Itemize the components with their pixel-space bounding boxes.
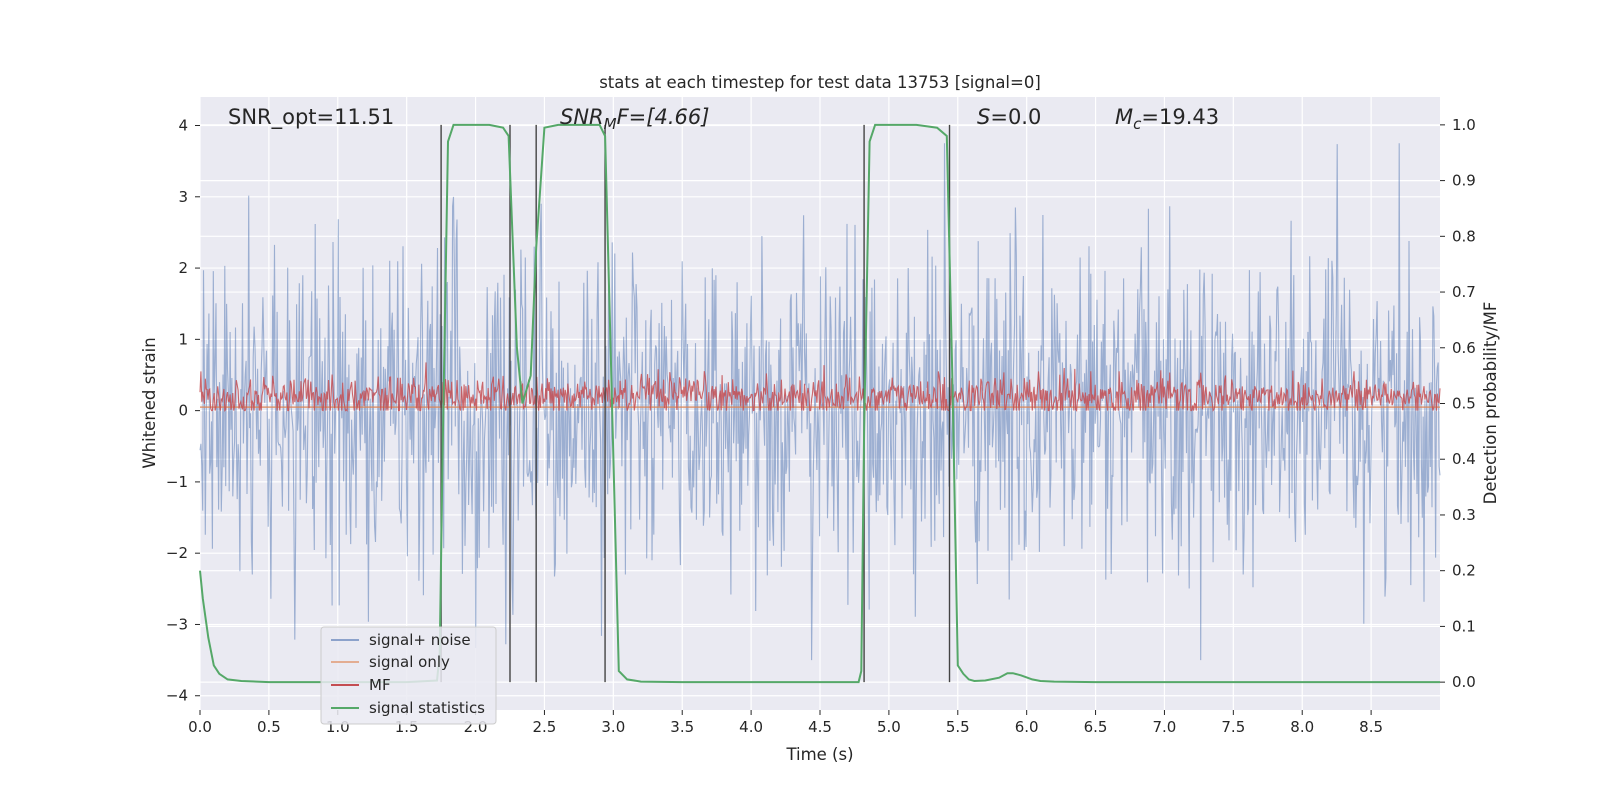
x-tick-label: 8.5 [1359,718,1383,736]
x-tick-label: 8.0 [1290,718,1314,736]
y-tick-label: 4 [178,117,188,135]
x-tick-label: 6.0 [1015,718,1039,736]
x-tick-label: 5.0 [877,718,901,736]
y2-tick-label: 0.9 [1452,172,1476,190]
x-tick-label: 4.5 [808,718,832,736]
annotation-s-suffix: =0.0 [990,105,1041,129]
y2-axis-label: Detection probability/MF [1481,302,1500,505]
x-tick-label: 6.5 [1084,718,1108,736]
y2-tick-label: 0.8 [1452,227,1476,245]
y-tick-label: −4 [166,687,188,705]
annotation-snr-opt: SNR_opt=11.51 [228,105,394,130]
y-tick-label: 1 [178,330,188,348]
y2-tick-label: 0.4 [1452,450,1476,468]
annotation-snr-mf-prefix: SNR [560,105,604,129]
x-axis-label: Time (s) [785,745,853,764]
x-tick-label: 7.0 [1153,718,1177,736]
x-tick-label: 2.5 [533,718,557,736]
y2-tick-label: 0.2 [1452,562,1476,580]
mf-series [199,362,1441,412]
y-tick-label: 0 [178,402,188,420]
y2-tick-label: 0.0 [1452,673,1476,691]
x-tick-label: 7.5 [1221,718,1245,736]
legend-label-mf: MF [369,676,391,694]
y-tick-label: −1 [166,473,188,491]
y-tick-label: 2 [178,259,188,277]
annotation-s-prefix: S [977,105,990,129]
annotation-mc-suffix: =19.43 [1141,105,1219,129]
annotation-snr-mf-sub: M [604,115,617,133]
legend: signal+ noise signal only MF signal stat… [320,626,497,725]
y2-tick-label: 0.1 [1452,617,1476,635]
x-ticks: 0.0 0.5 1.0 1.5 2.0 2.5 3.0 3.5 4.0 4.5 5.0 5.5 6.0 6… [188,710,1383,736]
y2-tick-label: 1.0 [1452,116,1476,134]
annotation-mc-prefix: M [1115,105,1133,129]
annotation-mc-sub: c [1133,115,1142,133]
legend-label-signal-only: signal only [369,653,450,671]
chart-title: stats at each timestep for test data 137… [599,73,1041,92]
y-tick-label: −2 [166,544,188,562]
y-ticks: 4 3 2 1 0 −1 −2 −3 −4 [166,117,200,705]
x-tick-label: 3.5 [670,718,694,736]
annotation-snr-mf-suffix: F=[4.66] [617,105,710,129]
y2-ticks: 1.0 0.9 0.8 0.7 0.6 0.5 0.4 0.3 0.2 0.1 0.0 [1440,116,1476,691]
x-tick-label: 5.5 [946,718,970,736]
y2-tick-label: 0.6 [1452,339,1476,357]
legend-box [320,626,497,725]
x-tick-label: 0.0 [188,718,212,736]
legend-label-signal-statistics: signal statistics [369,699,485,717]
annotation-s: S=0.0 [977,105,1041,129]
annotation-snr-mf: SNRMF=[4.66] [560,105,709,133]
mf-line [199,362,1441,412]
x-tick-label: 4.0 [739,718,763,736]
annotation-mc: Mc=19.43 [1115,105,1219,133]
x-tick-label: 3.0 [601,718,625,736]
y-tick-label: −3 [166,615,188,633]
y2-tick-label: 0.3 [1452,506,1476,524]
legend-label-signal-noise: signal+ noise [369,631,471,649]
y2-tick-label: 0.5 [1452,395,1476,413]
y-axis-label: Whitened strain [140,337,159,468]
y-tick-label: 3 [178,188,188,206]
x-tick-label: 0.5 [257,718,281,736]
y2-tick-label: 0.7 [1452,283,1476,301]
